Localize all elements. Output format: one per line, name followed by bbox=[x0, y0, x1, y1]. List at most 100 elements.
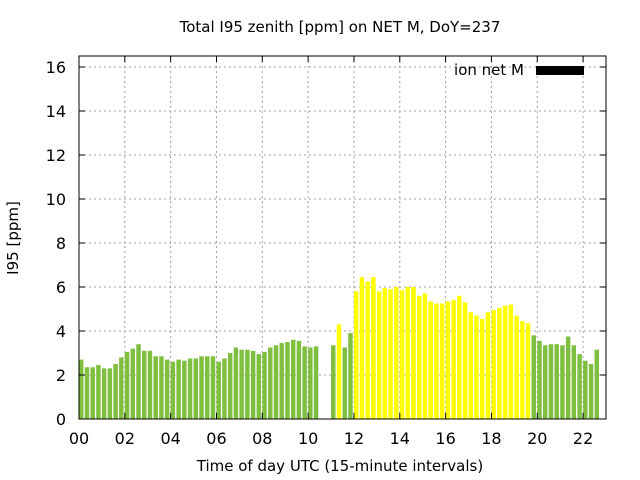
x-tick-label: 22 bbox=[573, 429, 593, 448]
bar bbox=[525, 323, 531, 419]
bar bbox=[136, 344, 141, 419]
bar bbox=[205, 356, 210, 419]
bar bbox=[554, 344, 559, 419]
y-tick-label: 8 bbox=[56, 234, 66, 253]
bar bbox=[239, 349, 244, 419]
bar bbox=[583, 360, 588, 419]
bar bbox=[468, 312, 473, 419]
y-tick-label: 4 bbox=[56, 322, 66, 341]
bar bbox=[187, 358, 193, 419]
bar bbox=[176, 359, 181, 419]
bar bbox=[256, 354, 262, 419]
bar bbox=[485, 312, 491, 419]
bar bbox=[594, 349, 600, 419]
plot-frame bbox=[78, 55, 607, 420]
bar bbox=[182, 360, 187, 419]
bar bbox=[422, 293, 428, 419]
grid bbox=[79, 56, 606, 419]
bar bbox=[457, 295, 462, 419]
bar bbox=[273, 345, 279, 419]
bar bbox=[308, 347, 313, 419]
bar bbox=[222, 358, 227, 419]
bar bbox=[416, 295, 422, 419]
y-tick-label: 16 bbox=[46, 58, 66, 77]
bar bbox=[560, 345, 565, 419]
y-tick-label: 12 bbox=[46, 146, 66, 165]
bar bbox=[434, 303, 439, 419]
y-tick-label: 6 bbox=[56, 278, 66, 297]
y-axis-label: I95 [ppm] bbox=[4, 201, 22, 275]
bar bbox=[571, 345, 577, 419]
bar bbox=[411, 287, 416, 419]
bar bbox=[388, 289, 393, 419]
bar bbox=[451, 300, 456, 419]
bar bbox=[445, 301, 451, 419]
bar bbox=[262, 351, 267, 419]
bar bbox=[147, 350, 153, 419]
x-tick-label: 12 bbox=[344, 429, 364, 448]
bar bbox=[588, 364, 594, 419]
bar bbox=[290, 339, 296, 419]
bar bbox=[342, 347, 347, 419]
bar bbox=[353, 291, 359, 419]
bar bbox=[376, 291, 382, 419]
bar bbox=[96, 365, 101, 419]
bar bbox=[313, 346, 319, 419]
x-tick-label: 18 bbox=[481, 429, 501, 448]
bar bbox=[537, 340, 542, 419]
bar bbox=[439, 303, 445, 419]
bar bbox=[124, 351, 130, 419]
bar bbox=[153, 356, 158, 419]
bar bbox=[348, 333, 353, 419]
bar bbox=[90, 367, 95, 419]
y-tick-label: 2 bbox=[56, 366, 66, 385]
bar bbox=[296, 340, 302, 419]
bar bbox=[548, 344, 554, 419]
x-tick-label: 06 bbox=[206, 429, 226, 448]
bar bbox=[359, 277, 365, 419]
bar bbox=[84, 367, 90, 419]
x-tick-label: 14 bbox=[390, 429, 410, 448]
bar bbox=[268, 347, 273, 419]
bar bbox=[502, 305, 508, 419]
bar bbox=[193, 358, 199, 419]
bar bbox=[210, 356, 216, 419]
bar bbox=[542, 345, 548, 419]
bar bbox=[164, 359, 170, 419]
bar bbox=[577, 354, 582, 419]
x-tick-label: 04 bbox=[160, 429, 180, 448]
x-tick-label: 02 bbox=[115, 429, 135, 448]
bar bbox=[113, 364, 118, 419]
bar bbox=[474, 315, 479, 419]
bar bbox=[394, 287, 399, 419]
y-tick-label: 10 bbox=[46, 190, 66, 209]
bar bbox=[514, 315, 519, 419]
bar bbox=[531, 335, 537, 419]
bar bbox=[279, 343, 284, 419]
bar bbox=[216, 361, 221, 419]
bar bbox=[227, 353, 233, 419]
bar bbox=[462, 302, 468, 419]
bar bbox=[159, 356, 164, 419]
bar bbox=[491, 310, 496, 419]
x-tick-label: 10 bbox=[298, 429, 318, 448]
bar bbox=[142, 350, 147, 419]
y-tick-label: 14 bbox=[46, 102, 66, 121]
x-axis-label: Time of day UTC (15-minute intervals) bbox=[196, 457, 483, 475]
bar bbox=[371, 277, 376, 419]
bar bbox=[428, 301, 433, 419]
bar bbox=[497, 307, 502, 419]
bar bbox=[119, 357, 124, 419]
bar bbox=[508, 304, 514, 419]
bar bbox=[130, 348, 136, 419]
bar bbox=[405, 287, 410, 419]
bar bbox=[101, 368, 107, 419]
bars bbox=[79, 277, 600, 419]
bar bbox=[285, 342, 290, 419]
bar bbox=[365, 281, 370, 419]
bar bbox=[565, 336, 571, 419]
x-tick-label: 08 bbox=[252, 429, 272, 448]
bar bbox=[245, 349, 250, 419]
chart-title: Total I95 zenith [ppm] on NET M, DoY=237 bbox=[179, 18, 501, 36]
bar bbox=[250, 350, 256, 419]
